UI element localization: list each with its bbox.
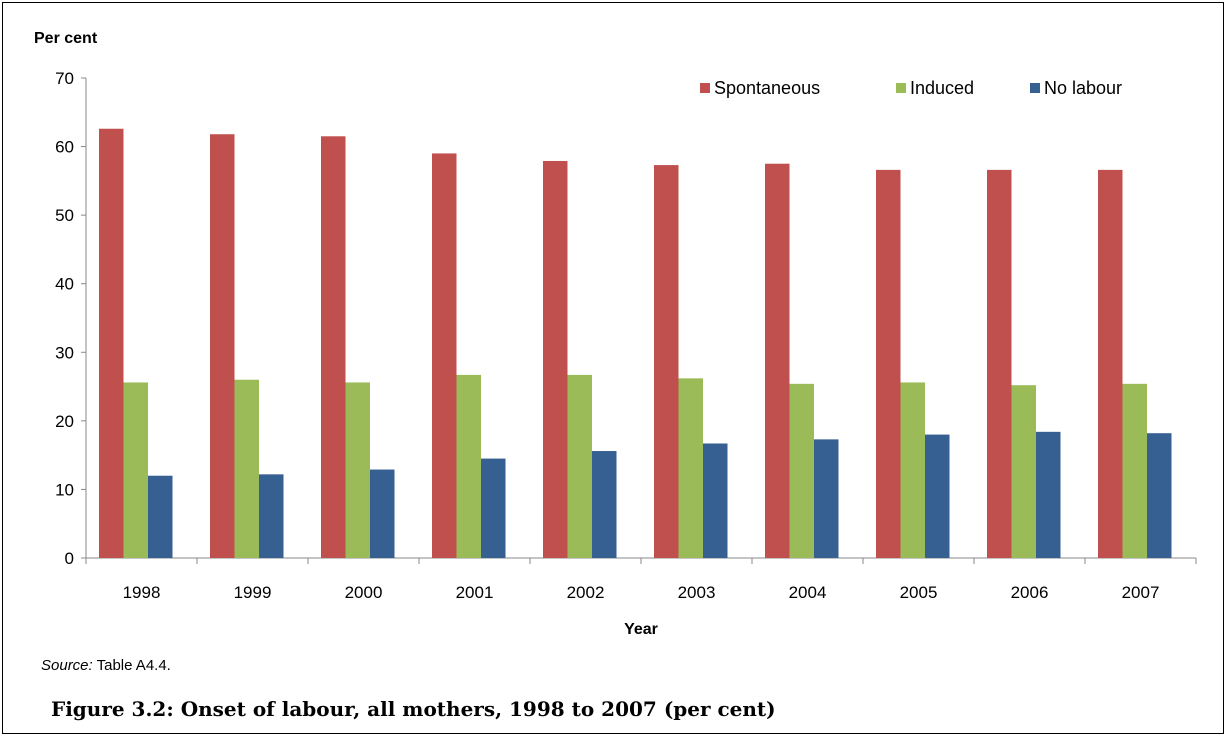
x-tick-label: 2002: [567, 583, 605, 602]
x-tick-label: 2005: [900, 583, 938, 602]
bar-spontaneous-2005: [876, 169, 901, 558]
bar-no-labour-2007: [1147, 433, 1172, 558]
bar-spontaneous-2004: [765, 163, 790, 558]
bar-spontaneous-2000: [321, 136, 346, 559]
bar-induced-2002: [567, 374, 592, 558]
y-tick-label: 20: [55, 412, 74, 431]
x-tick-label: 1999: [234, 583, 272, 602]
legend-label-spontaneous: Spontaneous: [714, 78, 820, 98]
bar-no-labour-2001: [481, 458, 506, 558]
x-tick-label: 2007: [1122, 583, 1160, 602]
bar-no-labour-1999: [259, 474, 284, 558]
legend-swatch-spontaneous: [700, 83, 710, 93]
x-tick-label: 2001: [456, 583, 494, 602]
bar-spontaneous-2002: [543, 160, 568, 558]
x-axis-title: Year: [624, 621, 658, 638]
bar-no-labour-2005: [925, 434, 950, 558]
bar-induced-2005: [900, 382, 925, 558]
y-axis-title: Per cent: [34, 30, 98, 47]
legend-label-induced: Induced: [910, 78, 974, 98]
bar-spontaneous-1999: [210, 134, 235, 558]
bar-spontaneous-1998: [99, 128, 124, 558]
y-tick-label: 60: [55, 138, 74, 157]
y-tick-label: 0: [65, 549, 74, 568]
bar-no-labour-2003: [703, 443, 728, 558]
y-tick-label: 50: [55, 206, 74, 225]
bar-no-labour-2006: [1036, 431, 1061, 558]
bar-induced-2000: [345, 382, 370, 558]
bar-no-labour-2002: [592, 451, 617, 558]
bar-induced-1999: [234, 379, 259, 558]
bar-induced-2004: [789, 383, 814, 558]
bar-induced-2001: [456, 374, 481, 558]
legend-label-no-labour: No labour: [1044, 78, 1122, 98]
bar-spontaneous-2006: [987, 169, 1012, 558]
x-tick-label: 2000: [345, 583, 383, 602]
source-note: Source: Table A4.4.: [41, 657, 171, 674]
bar-induced-1998: [123, 382, 148, 558]
bar-spontaneous-2001: [432, 153, 457, 558]
legend-swatch-induced: [896, 83, 906, 93]
bar-induced-2003: [678, 378, 703, 558]
y-tick-label: 70: [55, 69, 74, 88]
bar-spontaneous-2007: [1098, 169, 1123, 558]
bar-chart: Per cent 0 10 20 30 40 50 60 70 1998 1999 2000 2001 2…: [34, 30, 1197, 638]
bar-no-labour-2004: [814, 439, 839, 558]
y-tick-label: 10: [55, 480, 74, 499]
figure-caption: Figure 3.2: Onset of labour, all mothers…: [51, 697, 776, 721]
x-tick-label: 2006: [1011, 583, 1049, 602]
bar-spontaneous-2003: [654, 165, 679, 559]
source-label: Source:: [41, 657, 93, 674]
source-text: Table A4.4.: [96, 657, 171, 674]
legend-swatch-no-labour: [1030, 83, 1040, 93]
y-tick-label: 30: [55, 343, 74, 362]
x-tick-label: 1998: [123, 583, 161, 602]
x-tick-label: 2003: [678, 583, 716, 602]
bar-induced-2007: [1122, 383, 1147, 558]
bar-no-labour-2000: [370, 469, 395, 558]
y-tick-label: 40: [55, 275, 74, 294]
bar-induced-2006: [1011, 385, 1036, 558]
bar-no-labour-1998: [148, 475, 173, 558]
x-tick-label: 2004: [789, 583, 827, 602]
